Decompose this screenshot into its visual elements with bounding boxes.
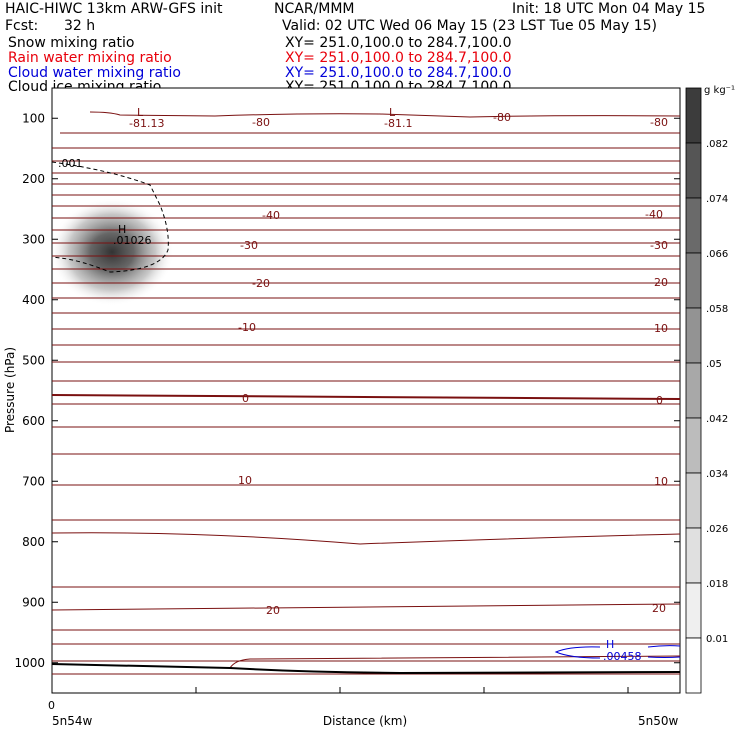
field-xy-cloud-water: XY= 251.0,100.0 to 284.7,100.0: [285, 65, 512, 81]
y-tick-label-1000: 1000: [14, 656, 45, 670]
x-axis-ticks: [51, 687, 629, 693]
temp-label-neg80-edge: -80: [650, 116, 668, 129]
temp-label-neg40-mid: -40: [262, 209, 280, 222]
x-tick-zero: 0: [48, 699, 55, 712]
temp-label-neg30-right: -30: [650, 239, 668, 252]
temp-label-10-right: 10: [654, 475, 668, 488]
colorbar-level-label: 0.01: [706, 634, 728, 645]
cloud-ice-contour: [51, 161, 169, 273]
low-marker-type-2: L: [389, 106, 396, 119]
x-axis-label: Distance (km): [323, 714, 407, 728]
colorbar-cell: [685, 197, 702, 254]
colorbar-cell: [685, 637, 702, 694]
colorbar-level-label: .082: [706, 139, 728, 150]
y-axis-label: Pressure (hPa): [3, 347, 17, 433]
temp-label-neg10-right: -10: [650, 322, 668, 335]
temp-label-neg20-mid: -20: [252, 277, 270, 290]
y-tick-label-700: 700: [22, 474, 45, 488]
forecast-label: Fcst:: [5, 18, 39, 34]
cloud-ice-contour-label: .001: [58, 157, 83, 170]
colorbar: .082 .074 .066 .058 .05 .042 .034 .026 .018 0.01: [685, 87, 728, 694]
zero-degree-contour: [51, 394, 681, 400]
y-tick-label-900: 900: [22, 595, 45, 609]
plot-frame: [51, 87, 681, 694]
colorbar-cell: [685, 417, 702, 474]
colorbar-cell: [685, 527, 702, 584]
colorbar-cell: [685, 252, 702, 309]
y-tick-label-600: 600: [22, 414, 45, 428]
snow-max-value: .01026: [113, 234, 152, 247]
init-time: Init: 18 UTC Mon 04 May 15: [512, 1, 706, 17]
y-tick-label-800: 800: [22, 535, 45, 549]
field-name-snow: Snow mixing ratio: [8, 35, 135, 51]
colorbar-unit: g kg⁻¹: [704, 85, 735, 96]
cloud-water-contour-left: [554, 646, 601, 659]
y-tick-label-400: 400: [22, 293, 45, 307]
temperature-contours: [51, 111, 681, 675]
field-xy-rain: XY= 251.0,100.0 to 284.7,100.0: [285, 50, 512, 66]
temp-label-neg80-mid: -80: [252, 116, 270, 129]
x-left-label: 5n54w: [52, 714, 93, 728]
colorbar-cell: [685, 307, 702, 364]
model-title: HAIC-HIWC 13km ARW-GFS init: [5, 1, 223, 17]
colorbar-cell: [685, 472, 702, 529]
org-label: NCAR/MMM: [274, 1, 355, 17]
cloud-water-max-type: H: [606, 638, 614, 651]
low-marker-type: L: [137, 106, 144, 119]
colorbar-level-label: .026: [706, 524, 728, 535]
colorbar-level-label: .018: [706, 579, 728, 590]
temp-label-neg20-right: -20: [650, 276, 668, 289]
colorbar-level-label: .074: [706, 194, 728, 205]
y-tick-label-100: 100: [22, 111, 45, 125]
cloud-water-contour-right: [647, 645, 681, 658]
terrain-line: [51, 663, 681, 675]
cloud-water-max-value: .00458: [603, 650, 642, 663]
colorbar-cell: [685, 142, 702, 199]
temp-label-10-mid: 10: [238, 474, 252, 487]
snow-max-type: H: [118, 223, 126, 236]
temp-label-neg40-right: -40: [645, 208, 663, 221]
colorbar-cell: [685, 582, 702, 639]
colorbar-level-label: .058: [706, 304, 728, 315]
valid-time: Valid: 02 UTC Wed 06 May 15 (23 LST Tue …: [282, 18, 657, 34]
temp-label-20-mid: 20: [266, 604, 280, 617]
temp-label-0-mid: 0: [242, 392, 249, 405]
snow-mixing-ratio-max: [50, 198, 174, 306]
temp-label-0-right: 0: [656, 394, 663, 407]
colorbar-level-label: .066: [706, 249, 728, 260]
temp-label-20-right: 20: [652, 602, 666, 615]
y-tick-label-200: 200: [22, 172, 45, 186]
colorbar-cell: [685, 362, 702, 419]
temp-label-neg30-mid: -30: [240, 239, 258, 252]
low-marker-value: -81.13: [129, 117, 164, 130]
field-xy-snow: XY= 251.0,100.0 to 284.7,100.0: [285, 35, 512, 51]
forecast-hours: 32 h: [64, 18, 96, 34]
colorbar-cell: [685, 87, 702, 144]
y-tick-label-300: 300: [22, 232, 45, 246]
colorbar-level-label: .05: [706, 359, 722, 370]
low-marker-value-2: -81.1: [384, 117, 412, 130]
temp-label-neg10-mid: -10: [238, 321, 256, 334]
x-right-label: 5n50w: [638, 714, 679, 728]
colorbar-level-label: .034: [706, 469, 728, 480]
colorbar-level-label: .042: [706, 414, 728, 425]
y-tick-label-500: 500: [22, 353, 45, 367]
field-name-cloud-water: Cloud water mixing ratio: [8, 65, 181, 81]
field-name-rain: Rain water mixing ratio: [8, 50, 172, 66]
temp-label-neg80-right: -80: [493, 111, 511, 124]
